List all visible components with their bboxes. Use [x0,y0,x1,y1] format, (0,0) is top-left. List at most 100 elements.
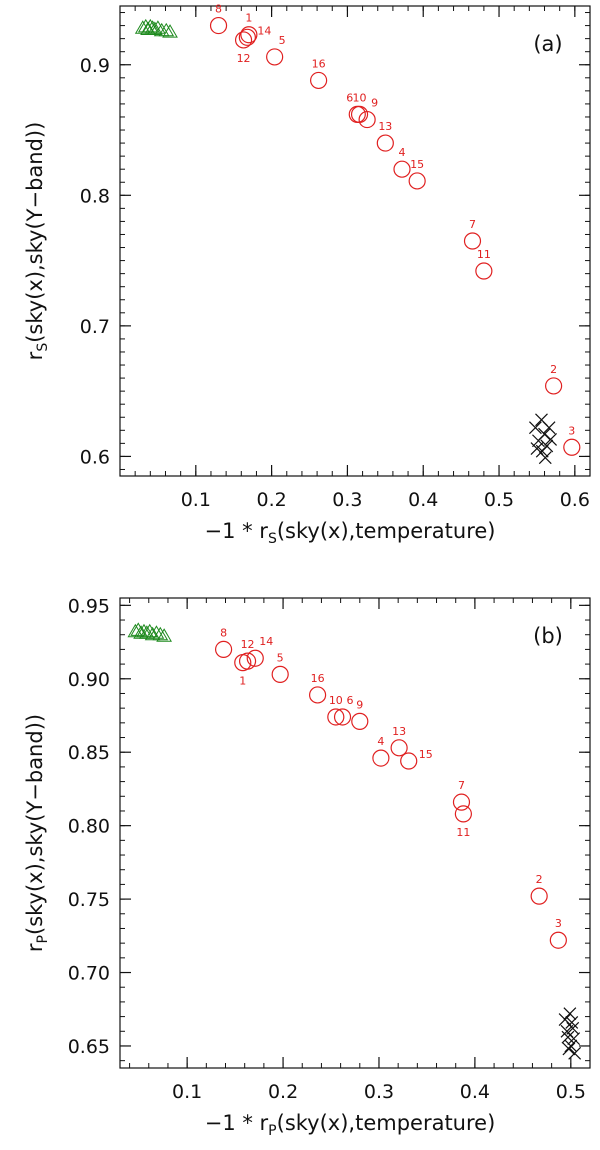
y-tick-label: 0.85 [68,742,110,764]
data-point-circle [350,105,369,123]
data-point-label: 8 [220,626,227,639]
data-point-cross [540,439,554,453]
x-tick-label: 0.6 [560,489,590,511]
y-tick-label: 0.8 [80,185,110,207]
data-point-circle [310,71,328,90]
x-tick-label: 0.1 [172,1081,202,1103]
y-tick-label: 0.70 [68,963,110,985]
y-tick-label: 0.95 [68,595,110,617]
data-point-label: 13 [392,725,406,738]
y-axis-label: rS(sky(x),sky(Y−band)) [23,122,51,361]
data-point-circle [240,26,258,44]
data-point-circle [563,438,581,456]
plot-frame [119,5,591,477]
data-point-cross [528,421,542,435]
data-point-label: 9 [371,97,378,110]
data-point-cross [564,1039,578,1053]
data-point-label: 14 [259,635,273,648]
x-tick-label: 0.1 [181,489,211,511]
data-point-triangle [142,18,159,33]
y-tick-label: 0.65 [68,1036,110,1058]
data-point-circle [463,232,482,250]
data-point-circle [238,652,257,670]
data-point-circle [266,48,284,66]
x-tick-label: 0.3 [332,489,362,511]
data-point-label: 3 [568,424,575,437]
data-point-circle [454,805,472,823]
data-point-label: 11 [456,826,470,839]
panel-a: 0.1 0.2 0.3 0.4 0.5 0.6 0.6 0.7 0.8 0.9 −1 * rS(sk… [23,3,591,547]
panel-label: (b) [533,624,563,648]
data-point-circle [452,793,471,811]
data-point-cross [562,1042,576,1056]
data-point-label: 8 [215,3,222,16]
data-point-triangle [144,626,161,641]
data-point-label: 6 [347,694,354,707]
data-point-label: 15 [419,748,433,761]
x-axis-label: −1 * rP(sky(x),temperature) [205,1111,496,1139]
data-point-cross [567,1032,581,1046]
data-point-label: 7 [469,218,476,231]
data-point-cross [544,433,558,446]
data-point-label: 12 [241,638,255,651]
x-tick-label: 0.5 [484,489,514,511]
data-point-circle [246,649,264,667]
data-point-circle [530,887,548,905]
data-point-label: 15 [410,158,424,171]
data-point-triangle [152,626,169,641]
data-point-circle [393,160,411,178]
data-point-label: 16 [312,57,326,70]
y-tick-label: 0.9 [80,55,110,77]
data-point-circle [214,640,233,659]
x-tick-label: 0.2 [257,489,287,511]
data-point-label: 13 [378,120,392,133]
data-point-circle [376,134,394,152]
data-point-circle [475,262,493,280]
data-point-label: 12 [237,52,251,65]
x-tick-label: 0.5 [556,1081,586,1103]
data-point-label: 10 [353,91,367,104]
data-point-circle [400,752,418,770]
data-point-circle [238,28,256,46]
data-point-circle [333,708,352,726]
x-tick-label: 0.2 [268,1081,298,1103]
data-point-circle [408,172,426,190]
data-point-circle [390,739,408,757]
data-point-label: 5 [277,651,284,664]
data-point-label: 14 [257,24,271,37]
data-point-label: 2 [550,363,557,376]
data-point-cross [563,1007,577,1021]
panel-b: 0.1 0.2 0.3 0.4 0.5 0.65 0.70 0.75 0.80 0.85 0.90 0… [23,595,591,1139]
data-point-circle [209,16,228,35]
data-point-cross [538,451,552,465]
data-point-circle [234,31,253,49]
y-tick-label: 0.75 [68,889,110,911]
data-point-label: 5 [279,34,286,47]
y-tick-label: 0.90 [68,669,110,691]
data-point-circle [372,749,390,767]
data-point-label: 10 [329,694,343,707]
x-tick-label: 0.4 [408,489,438,511]
data-point-label: 7 [458,779,465,792]
x-axis-label: −1 * rS(sky(x),temperature) [205,519,496,547]
data-point-triangle [147,21,163,35]
y-tick-label: 0.6 [80,446,110,468]
data-point-label: 1 [239,675,246,688]
plot-frame [119,597,591,1069]
data-point-triangle [156,628,172,642]
data-point-label: 9 [356,698,363,711]
data-point-label: 16 [311,672,325,685]
data-point-circle [308,686,327,704]
data-point-label: 4 [399,146,406,159]
data-point-circle [271,665,289,683]
x-tick-label: 0.3 [364,1081,394,1103]
data-point-triangle [162,24,178,38]
data-point-cross [558,1013,572,1026]
y-axis-label: rP(sky(x),sky(Y−band)) [23,714,51,952]
y-tick-label: 0.7 [80,316,110,338]
data-point-label: 2 [536,873,543,886]
data-point-label: 1 [245,12,252,25]
data-point-circle [549,931,567,949]
data-point-triangle [158,22,175,37]
